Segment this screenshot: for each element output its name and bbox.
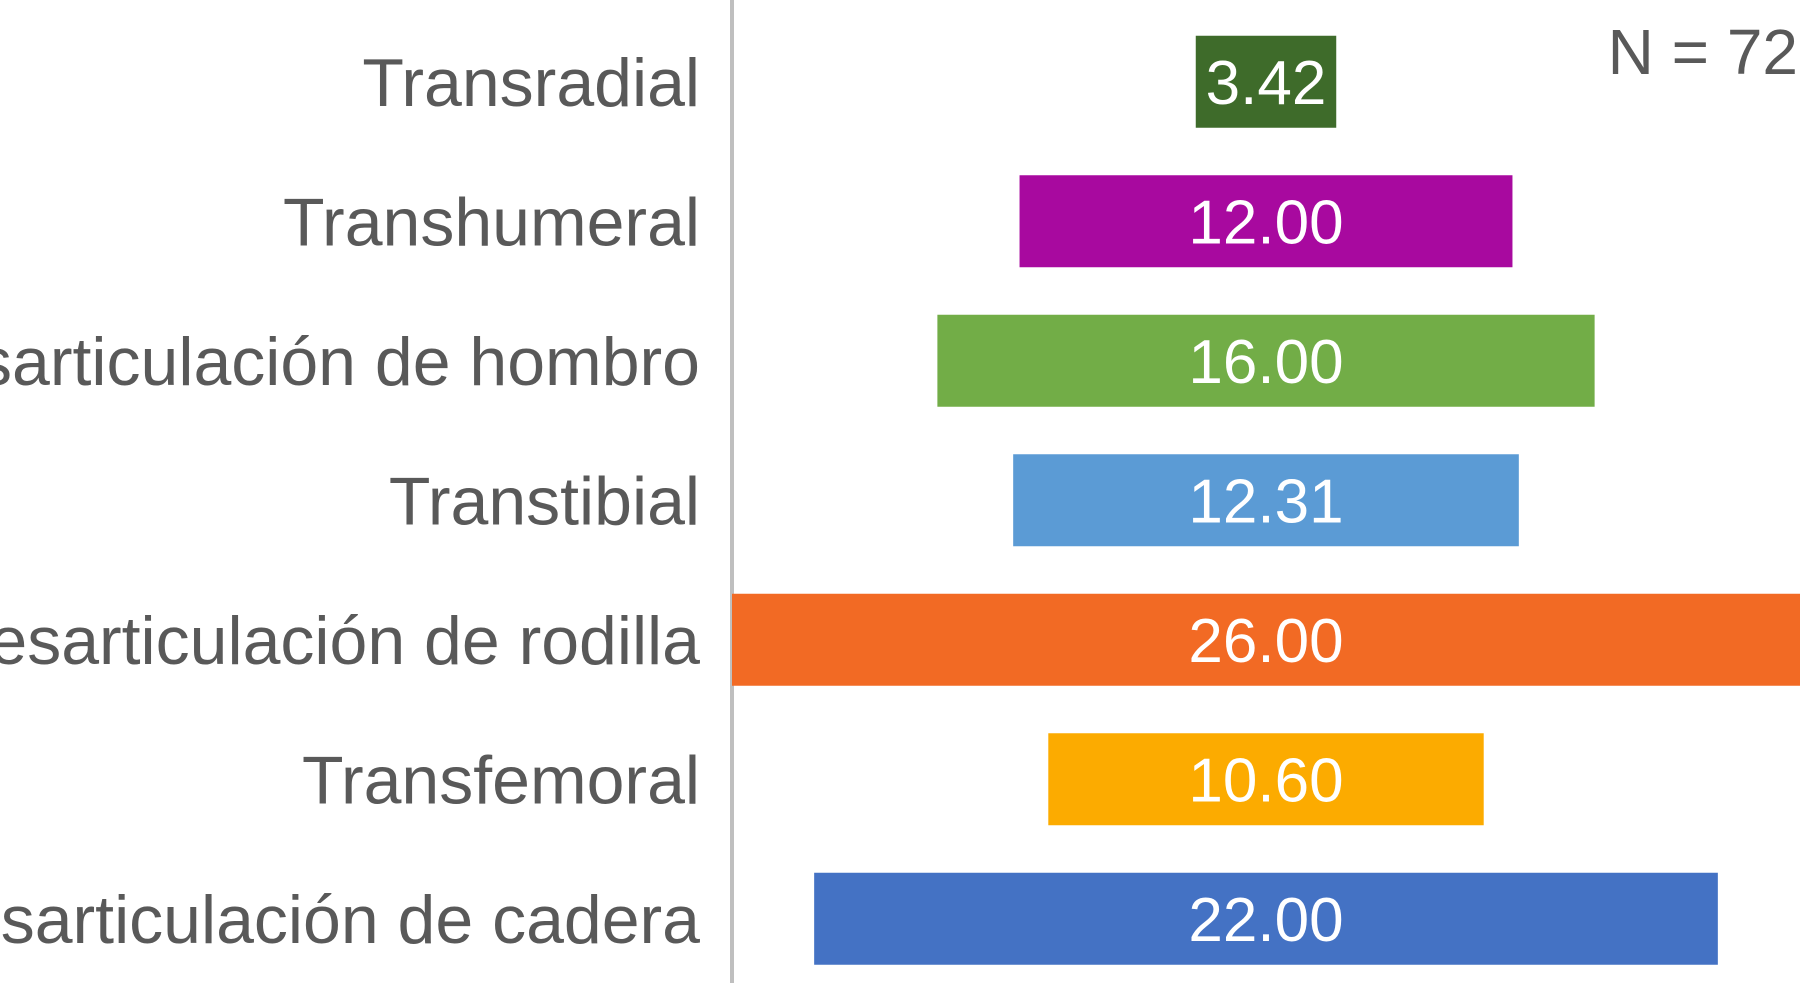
- category-label-5: Transfemoral: [302, 742, 700, 818]
- category-label-1: Transhumeral: [283, 184, 700, 260]
- bar-0: [1195, 35, 1337, 128]
- value-label-2: 16.00: [1188, 328, 1343, 397]
- category-label-3: Transtibial: [389, 463, 700, 539]
- value-label-4: 26.00: [1188, 607, 1343, 676]
- category-label-2: Desarticulación de hombro: [0, 324, 700, 400]
- bar-4: [732, 593, 1800, 686]
- bar-6: [814, 872, 1718, 965]
- bar-1: [1019, 175, 1513, 268]
- category-label-6: Desarticulación de cadera: [0, 882, 700, 958]
- value-label-1: 12.00: [1188, 188, 1343, 257]
- value-label-6: 22.00: [1188, 886, 1343, 955]
- bar-5: [1048, 733, 1484, 826]
- bar-2: [937, 314, 1595, 407]
- category-label-0: Transradial: [362, 45, 700, 121]
- value-label-0: 3.42: [1206, 49, 1327, 118]
- value-label-3: 12.31: [1188, 467, 1343, 536]
- category-label-4: Desarticulación de rodilla: [0, 603, 700, 679]
- value-label-5: 10.60: [1188, 746, 1343, 815]
- bar-3: [1013, 454, 1519, 547]
- sample-size-annotation: N = 72: [1608, 16, 1798, 88]
